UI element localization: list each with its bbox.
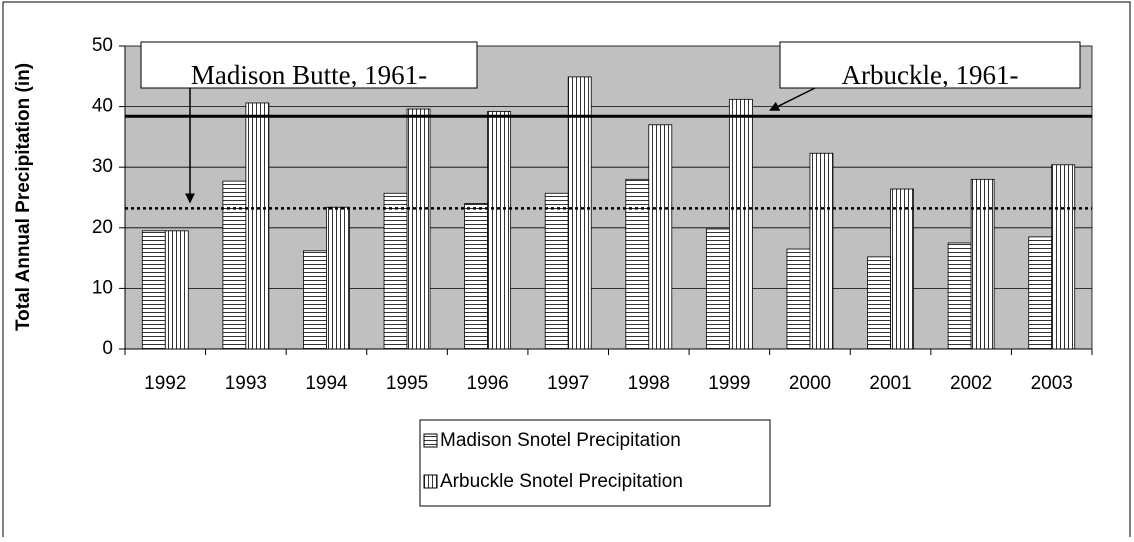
x-tick-label: 1995 xyxy=(386,373,428,394)
x-tick-label: 1998 xyxy=(628,373,670,394)
bar xyxy=(326,206,350,350)
bar xyxy=(406,108,431,350)
bar xyxy=(728,98,753,350)
x-tick-label: 1999 xyxy=(708,373,750,394)
y-axis-label: Total Annual Precipitation (in) xyxy=(13,63,34,331)
bar xyxy=(809,152,834,350)
y-tick-label: 20 xyxy=(92,217,113,238)
bar xyxy=(890,188,914,350)
x-tick-label: 1997 xyxy=(547,373,589,394)
annotation-arrow xyxy=(769,87,816,111)
bar xyxy=(464,203,489,350)
bar xyxy=(141,230,166,350)
bar xyxy=(164,230,189,350)
x-tick-label: 2001 xyxy=(869,373,911,394)
bar xyxy=(303,250,327,350)
legend-label: Arbuckle Snotel Precipitation xyxy=(440,471,683,492)
x-tick-label: 2000 xyxy=(789,373,831,394)
bar xyxy=(383,192,408,350)
annotation-box xyxy=(779,41,1081,89)
annotation-box xyxy=(140,41,478,89)
y-tick-label: 50 xyxy=(92,35,113,56)
annotation-text: Arbuckle, 1961- xyxy=(842,60,1019,90)
x-tick-label: 2003 xyxy=(1031,373,1073,394)
bar xyxy=(705,228,730,350)
y-tick-label: 30 xyxy=(92,156,113,177)
bar xyxy=(867,256,891,350)
bar xyxy=(1051,164,1076,350)
y-tick-label: 40 xyxy=(92,96,113,117)
bar xyxy=(544,192,569,350)
bar xyxy=(222,180,247,350)
annotation: Madison Butte, 1961- xyxy=(191,60,427,90)
x-tick-label: 1992 xyxy=(144,373,186,394)
annotation-text: Madison Butte, 1961- xyxy=(191,60,427,90)
bar xyxy=(947,242,972,350)
legend-box xyxy=(419,419,771,507)
x-tick-label: 1996 xyxy=(466,373,508,394)
y-tick-label: 0 xyxy=(102,338,113,359)
x-tick-label: 2002 xyxy=(950,373,992,394)
bar xyxy=(970,178,995,350)
bar xyxy=(625,178,650,350)
x-tick-label: 1993 xyxy=(225,373,267,394)
bar xyxy=(1028,236,1053,350)
legend-swatch xyxy=(423,474,438,489)
bar xyxy=(648,124,673,350)
x-tick-label: 1994 xyxy=(305,373,348,394)
bar xyxy=(245,102,270,350)
legend-label: Madison Snotel Precipitation xyxy=(440,430,681,451)
legend-swatch xyxy=(423,433,438,448)
annotation: Arbuckle, 1961- xyxy=(842,60,1019,90)
bar xyxy=(487,111,512,350)
y-tick-label: 10 xyxy=(92,277,113,298)
plot-area xyxy=(125,46,1092,349)
bar xyxy=(786,248,811,350)
